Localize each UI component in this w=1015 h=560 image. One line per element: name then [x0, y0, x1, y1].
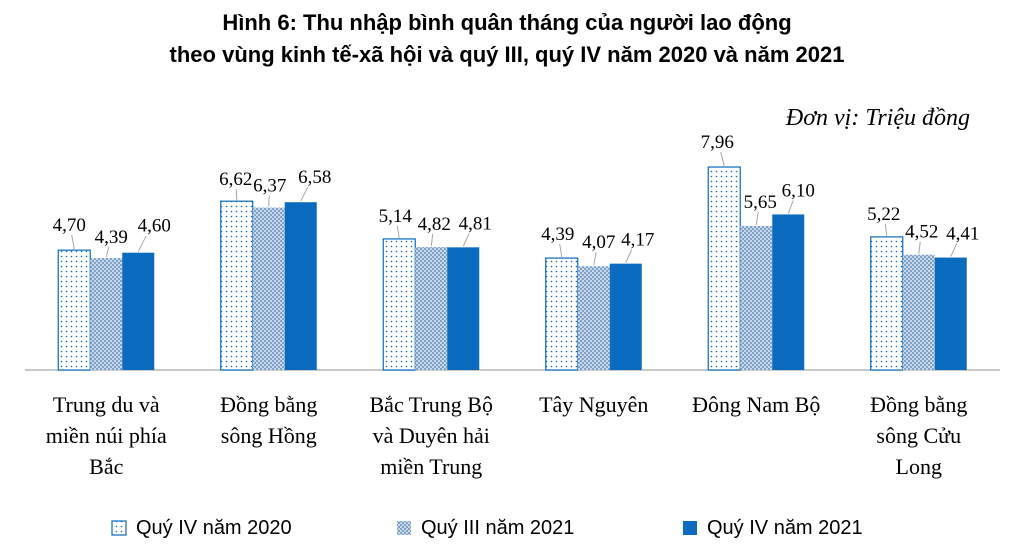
bar-3-1	[122, 252, 155, 370]
leader-line-3-2	[300, 186, 309, 202]
data-label-1-5: 7,96	[701, 132, 734, 153]
bar-3-6	[934, 257, 967, 370]
category-label-5-line-1: Đông Nam Bộ	[692, 392, 820, 417]
category-label-2-line-1: Đồng bằng	[220, 392, 317, 417]
data-label-1-3: 5,14	[379, 206, 413, 227]
leader-line-1-2	[235, 189, 238, 201]
bar-3-5	[772, 214, 805, 370]
data-label-3-5: 6,10	[782, 180, 815, 201]
leader-line-1-4	[559, 243, 563, 258]
unit-label: Đơn vị: Triệu đồng	[785, 105, 970, 131]
chart-title-line-1: Hình 6: Thu nhập bình quân tháng của ngư…	[222, 10, 791, 35]
data-label-2-3: 4,82	[418, 214, 451, 235]
category-label-6-line-1: Đồng bằng	[870, 392, 967, 417]
category-label-2-line-2: sông Hồng	[221, 423, 317, 448]
leader-line-1-5	[720, 151, 725, 167]
data-label-3-6: 4,41	[946, 224, 979, 245]
legend-label-1: Quý IV năm 2020	[136, 517, 292, 539]
legend-swatch-2	[397, 521, 411, 535]
legend-label-2: Quý III năm 2021	[421, 517, 574, 539]
leader-line-1-1	[71, 235, 75, 250]
category-label-6-line-2: sông Cửu	[876, 423, 961, 448]
data-label-2-4: 4,07	[582, 232, 615, 253]
leader-line-2-5	[755, 211, 759, 226]
legend-swatch-3	[683, 521, 697, 535]
leader-line-2-4	[593, 252, 597, 266]
bar-2-3	[415, 247, 448, 370]
bar-3-3	[447, 247, 480, 370]
leader-line-2-3	[430, 234, 434, 247]
bar-3-2	[284, 202, 317, 370]
leader-line-2-2	[268, 195, 270, 207]
bar-2-2	[252, 207, 285, 370]
bar-3-4	[609, 263, 642, 370]
category-label-1-line-2: miền núi phía	[46, 423, 167, 448]
legend-swatch-1	[111, 520, 127, 536]
leader-line-3-5	[787, 200, 794, 214]
data-label-1-4: 4,39	[541, 224, 574, 245]
bar-1-6	[870, 236, 904, 371]
leader-line-2-1	[105, 246, 110, 258]
category-label-4-line-1: Tây Nguyên	[539, 392, 648, 417]
legend: Quý IV năm 2020 Quý III năm 2021 Quý IV nă…	[111, 517, 863, 539]
leader-line-3-3	[462, 233, 470, 247]
category-label-3-line-1: Bắc Trung Bộ	[370, 392, 493, 417]
category-label-3-line-3: miền Trung	[380, 454, 482, 479]
plot-area: 4,70 4,39 4,60 Trung du và miền núi phía Bắc 6…	[25, 132, 1000, 479]
legend-label-3: Quý IV năm 2021	[707, 517, 863, 539]
leader-line-3-1	[137, 235, 147, 252]
data-label-3-1: 4,60	[138, 216, 171, 237]
data-label-3-4: 4,17	[621, 230, 654, 251]
bar-1-3	[382, 238, 416, 371]
leader-line-2-6	[918, 241, 921, 254]
leader-line-3-6	[950, 243, 958, 257]
bar-2-1	[90, 258, 123, 370]
data-label-2-1: 4,39	[95, 227, 128, 248]
data-label-3-2: 6,58	[298, 167, 331, 188]
category-label-3-line-2: và Duyên hải	[373, 423, 490, 448]
bar-1-2	[220, 200, 254, 371]
bar-2-5	[740, 225, 773, 370]
leader-line-3-4	[625, 249, 633, 263]
data-label-2-2: 6,37	[253, 176, 286, 197]
data-label-1-6: 5,22	[867, 204, 900, 225]
leader-line-1-6	[884, 223, 888, 236]
data-label-2-6: 4,52	[905, 222, 938, 243]
data-label-1-2: 6,62	[219, 169, 252, 190]
leader-line-1-3	[396, 225, 400, 239]
bar-2-4	[577, 266, 610, 370]
category-label-1-line-3: Bắc	[89, 454, 123, 479]
bar-1-1	[57, 249, 91, 371]
data-label-1-1: 4,70	[53, 215, 86, 236]
category-label-1-line-1: Trung du và	[53, 392, 160, 417]
bar-1-5	[707, 166, 741, 371]
bar-1-4	[545, 257, 579, 371]
data-label-2-5: 5,65	[744, 192, 777, 213]
bar-2-6	[902, 254, 935, 370]
data-label-3-3: 4,81	[459, 213, 492, 234]
category-label-6-line-3: Long	[896, 454, 942, 479]
chart-title-line-2: theo vùng kinh tế-xã hội và quý III, quý…	[170, 42, 845, 67]
